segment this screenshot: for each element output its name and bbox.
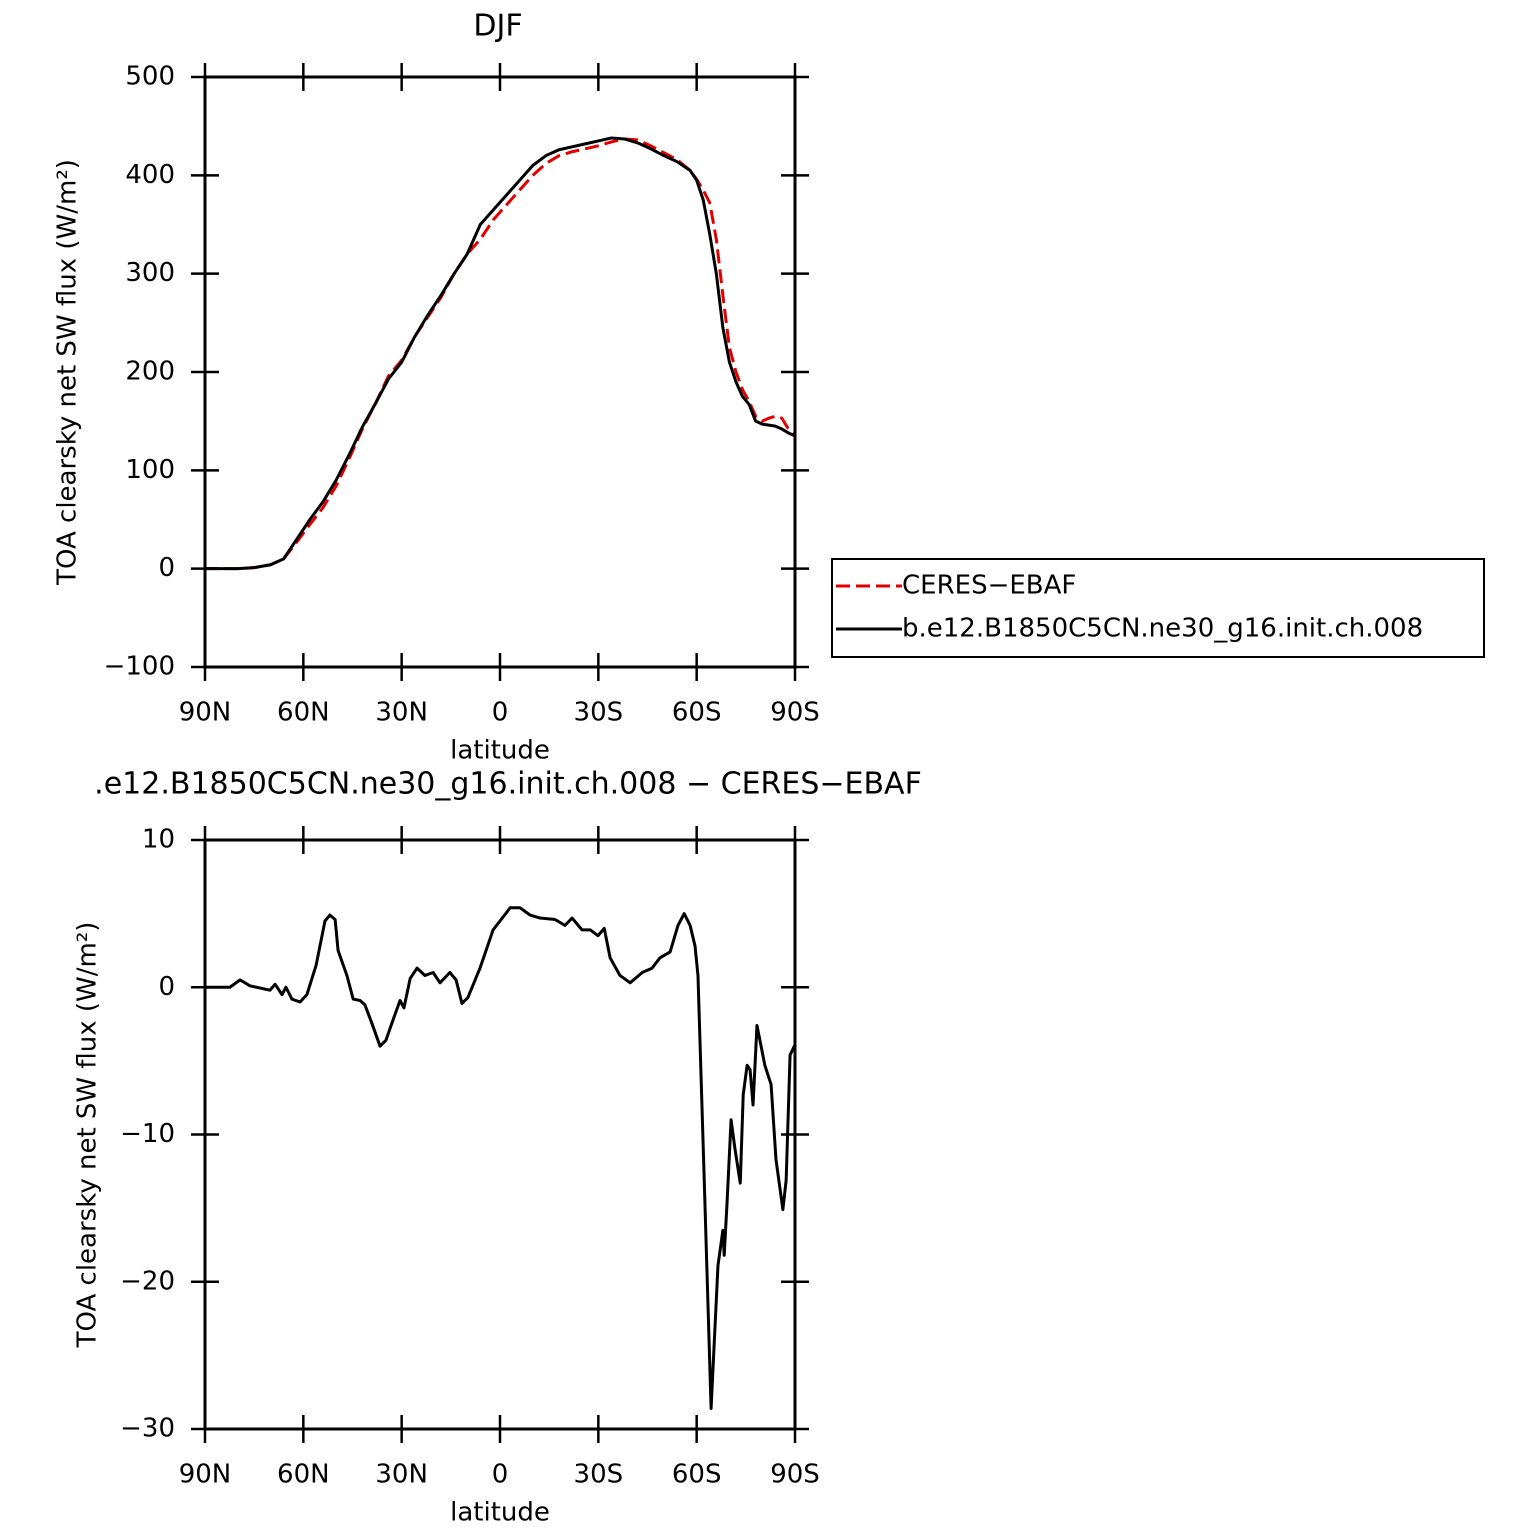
y-tick-label: −10 (120, 1119, 175, 1149)
x-tick-label: 90N (179, 698, 232, 728)
y-tick-label: −100 (104, 652, 175, 682)
x-tick-label: 90S (770, 698, 820, 728)
x-tick-label: 30S (574, 698, 624, 728)
legend-label: b.e12.B1850C5CN.ne30_g16.init.ch.008 (902, 614, 1423, 644)
data-line (205, 136, 796, 571)
chart-title: .e12.B1850C5CN.ne30_g16.init.ch.008 − CE… (94, 767, 922, 802)
y-tick-label: 200 (125, 357, 175, 387)
y-tick-label: 300 (125, 258, 175, 288)
data-line (205, 906, 797, 1410)
data-line (205, 137, 796, 571)
x-tick-label: 60S (672, 1460, 722, 1490)
y-tick-label: 400 (125, 160, 175, 190)
y-axis-label: TOA clearsky net SW flux (W/m²) (73, 922, 103, 1349)
x-tick-label: 30S (574, 1460, 624, 1490)
plot-frame (203, 838, 797, 1431)
y-tick-label: 500 (125, 62, 175, 92)
y-tick-label: 10 (142, 825, 175, 855)
y-tick-label: −30 (120, 1414, 175, 1444)
y-tick-label: 100 (125, 455, 175, 485)
y-tick-label: 0 (158, 972, 175, 1002)
x-tick-label: 0 (492, 1460, 509, 1490)
x-tick-label: 60S (672, 698, 722, 728)
plot-frame (203, 75, 797, 669)
x-tick-label: 90S (770, 1460, 820, 1490)
x-axis-label: latitude (450, 736, 550, 766)
legend-label: CERES−EBAF (902, 571, 1076, 601)
y-tick-label: −20 (120, 1266, 175, 1296)
y-axis-label: TOA clearsky net SW flux (W/m²) (53, 159, 83, 586)
x-tick-label: 30N (375, 698, 428, 728)
legend-box (831, 558, 1485, 658)
x-tick-label: 0 (492, 698, 509, 728)
x-axis-label: latitude (450, 1498, 550, 1528)
x-tick-label: 60N (277, 698, 330, 728)
x-tick-label: 60N (277, 1460, 330, 1490)
chart-title: DJF (473, 9, 522, 44)
x-tick-label: 90N (179, 1460, 232, 1490)
x-tick-label: 30N (375, 1460, 428, 1490)
y-tick-label: 0 (158, 553, 175, 583)
